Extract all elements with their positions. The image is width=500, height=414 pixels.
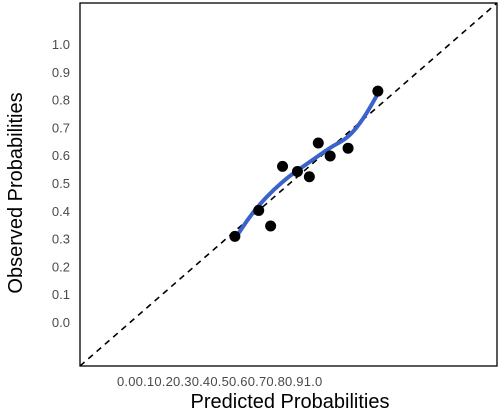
y-tick-label: 0.0 <box>52 315 70 330</box>
data-point <box>312 137 324 149</box>
y-tick-label: 0.8 <box>52 93 70 108</box>
y-tick-label: 1.0 <box>52 37 70 52</box>
x-tick-label: 0.1 <box>136 374 155 389</box>
x-tick-label: 0.2 <box>154 374 173 389</box>
x-tick-label: 0.9 <box>285 374 304 389</box>
plot-area <box>79 2 498 367</box>
x-tick-labels: 0.00.10.20.30.40.50.60.70.80.91.0 <box>117 374 322 389</box>
data-point <box>229 230 241 242</box>
y-tick-label: 0.1 <box>52 287 70 302</box>
data-point <box>324 150 336 162</box>
data-point <box>253 204 265 216</box>
reference-line <box>79 2 498 367</box>
x-axis-ticks: 0.00.10.20.30.40.50.60.70.80.91.0 <box>117 374 322 389</box>
y-tick-label: 0.5 <box>52 176 70 191</box>
smooth-fit-curve <box>232 91 380 241</box>
x-tick-label: 1.0 <box>304 374 323 389</box>
x-tick-label: 0.8 <box>266 374 285 389</box>
y-tick-label: 0.9 <box>52 65 70 80</box>
y-tick-label: 0.3 <box>52 232 70 247</box>
data-point <box>265 220 277 232</box>
x-tick-label: 0.0 <box>117 374 136 389</box>
y-tick-label: 0.2 <box>52 259 70 274</box>
data-point <box>342 142 354 154</box>
x-tick-label: 0.4 <box>192 374 211 389</box>
data-point <box>277 160 289 172</box>
y-axis-ticks: 1.0 0.9 0.8 0.7 0.6 0.5 0.4 0.3 0.2 0.1 0.0 <box>52 37 70 330</box>
x-tick-label: 0.5 <box>210 374 229 389</box>
y-axis-title: Observed Probabilities <box>5 92 27 293</box>
data-point <box>372 85 384 97</box>
x-axis-title: Predicted Probabilities <box>191 391 390 413</box>
data-point <box>291 166 303 178</box>
plot-frame <box>79 2 498 367</box>
y-tick-label: 0.7 <box>52 120 70 135</box>
y-tick-label: 0.4 <box>52 204 70 219</box>
x-tick-label: 0.7 <box>248 374 267 389</box>
x-tick-label: 0.3 <box>173 374 192 389</box>
y-tick-label: 0.6 <box>52 148 70 163</box>
data-point <box>303 171 315 183</box>
x-tick-label: 0.6 <box>229 374 248 389</box>
